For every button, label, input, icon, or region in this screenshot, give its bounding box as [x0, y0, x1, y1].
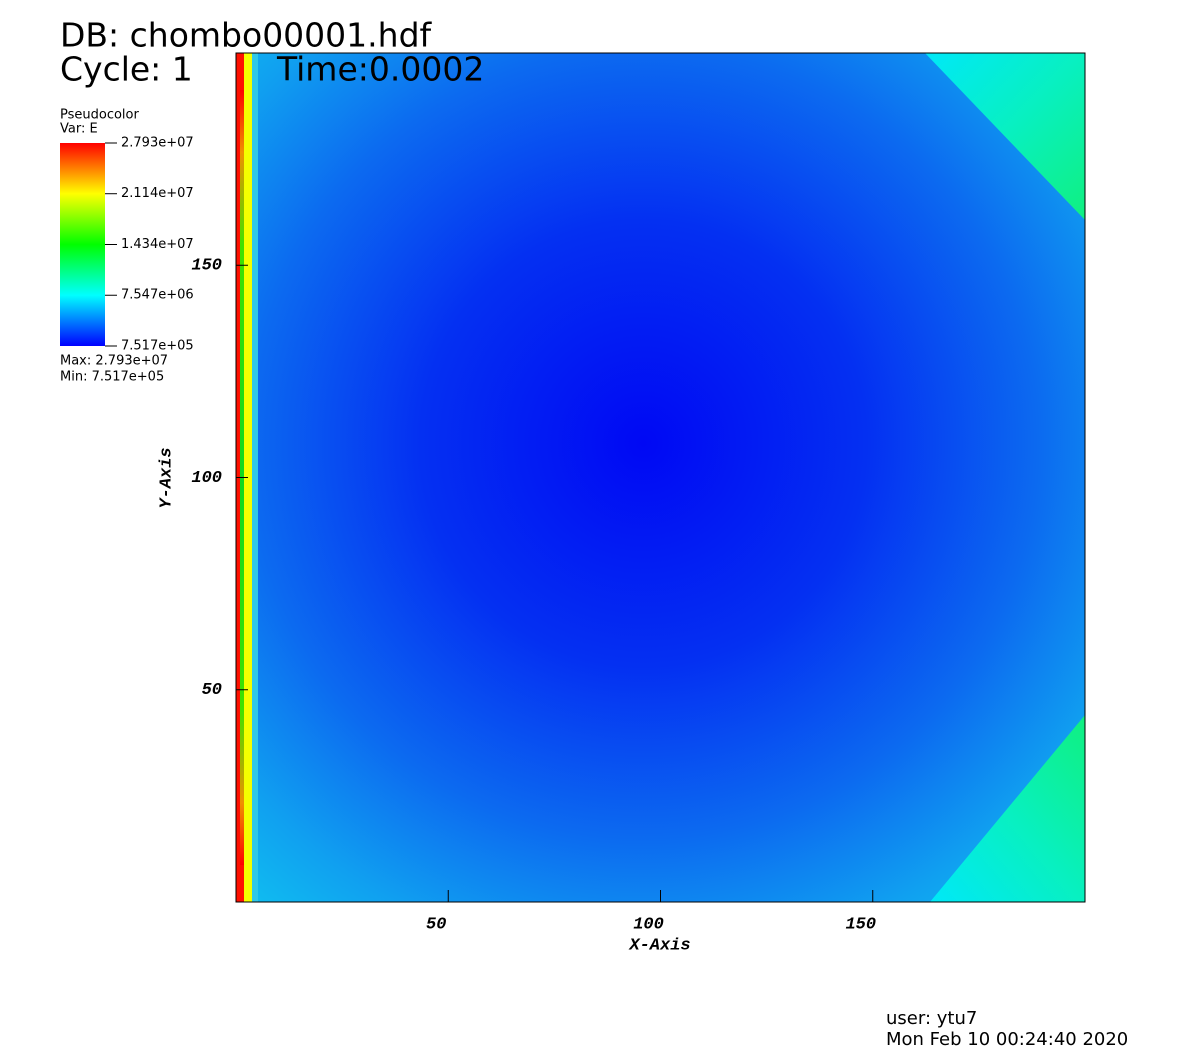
title: DB: chombo00001.hdf	[60, 16, 433, 55]
y-axis-title: Y-Axis	[157, 447, 176, 508]
field	[235, 52, 1086, 903]
field-corner	[930, 715, 1085, 902]
x-tick-label: 50	[426, 915, 446, 934]
cycle: Cycle: 1	[60, 50, 193, 89]
x-tick-label: 100	[633, 915, 664, 934]
colorbar-tick-label: 7.517e+05	[121, 339, 194, 354]
y-tick-label: 150	[191, 257, 222, 276]
time: Time:0.0002	[276, 50, 484, 89]
date: Mon Feb 10 00:24:40 2020	[886, 1029, 1128, 1050]
colorbar-tick-label: 1.434e+07	[121, 237, 194, 252]
y-tick-label: 100	[191, 469, 222, 488]
field-background	[236, 53, 1085, 902]
x-axis-title: X-Axis	[628, 936, 690, 955]
colorbar-tick-label: 2.114e+07	[121, 186, 194, 201]
x-tick-label: 150	[845, 915, 876, 934]
legend-min: Min: 7.517e+05	[60, 370, 164, 385]
legend-title: Pseudocolor	[60, 108, 139, 123]
colorbar	[60, 143, 105, 346]
field-edge	[252, 53, 258, 902]
legend-var: Var: E	[60, 122, 98, 137]
field-corner	[925, 53, 1085, 220]
y-tick-label: 50	[202, 681, 222, 700]
user: user: ytu7	[886, 1008, 977, 1029]
colorbar-tick-label: 7.547e+06	[121, 288, 194, 303]
colorbar-tick-label: 2.793e+07	[121, 136, 194, 151]
legend-max: Max: 2.793e+07	[60, 354, 168, 369]
